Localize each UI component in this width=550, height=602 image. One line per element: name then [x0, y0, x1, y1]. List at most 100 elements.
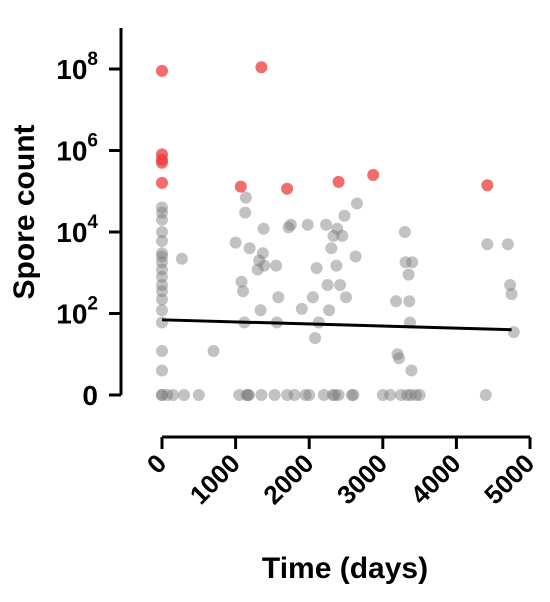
data-point	[272, 291, 285, 304]
data-point	[242, 389, 255, 401]
data-point	[156, 250, 168, 263]
data-point	[395, 389, 408, 401]
data-point	[334, 279, 347, 291]
data-point	[317, 389, 330, 401]
data-point	[281, 182, 294, 195]
y-tick-label: 106	[56, 131, 98, 167]
data-point	[312, 316, 325, 329]
data-point	[207, 345, 220, 357]
data-point	[332, 389, 345, 401]
trend-line	[161, 318, 512, 332]
data-point	[156, 279, 168, 291]
data-point	[156, 226, 168, 238]
data-point	[481, 179, 494, 192]
data-point	[479, 389, 492, 401]
data-point	[325, 242, 338, 255]
data-point	[192, 389, 205, 401]
x-tick-label: 1000	[184, 448, 246, 510]
data-point	[156, 201, 168, 214]
data-point	[402, 268, 415, 281]
data-point	[504, 279, 517, 291]
trend-layer	[161, 318, 512, 332]
data-point	[253, 254, 266, 267]
data-point	[336, 229, 349, 242]
data-point	[347, 389, 360, 401]
data-point	[156, 389, 168, 401]
data-point	[156, 213, 168, 226]
x-axis-label: Time (days)	[262, 552, 428, 585]
data-point	[284, 218, 297, 231]
y-tick-label: 0	[82, 380, 98, 411]
data-point	[255, 389, 268, 401]
data-point	[257, 222, 270, 235]
data-point	[301, 218, 314, 231]
data-point	[306, 291, 319, 304]
x-tick-label: 2000	[257, 448, 319, 510]
data-point	[229, 236, 242, 249]
data-point	[281, 389, 294, 401]
data-point	[338, 209, 351, 222]
data-point	[288, 389, 301, 401]
data-point	[161, 389, 174, 401]
data-point	[390, 295, 402, 308]
data-point	[156, 293, 168, 306]
data-point	[398, 226, 411, 238]
data-point	[501, 238, 514, 251]
data-point	[268, 389, 281, 401]
data-point	[505, 288, 518, 301]
data-point	[349, 250, 362, 263]
x-tick-label: 3000	[331, 448, 393, 510]
data-point	[345, 389, 358, 401]
x-tick-label: 0	[141, 448, 172, 479]
data-point	[255, 61, 268, 74]
data-point	[282, 221, 295, 234]
data-point	[399, 256, 412, 269]
data-point	[331, 222, 344, 235]
data-point	[351, 197, 363, 210]
data-point	[251, 263, 264, 276]
data-point	[237, 285, 249, 298]
data-point	[156, 389, 168, 401]
data-point	[242, 389, 255, 401]
data-point	[401, 389, 414, 401]
data-point	[376, 389, 389, 401]
data-point	[320, 218, 333, 231]
data-point	[239, 191, 252, 204]
data-point	[156, 156, 168, 169]
data-point	[413, 389, 426, 401]
axes-layer: 0 102 104 106 108 0 1000 2000 3000 4000 5000	[56, 28, 540, 510]
data-point	[156, 235, 168, 247]
data-point	[330, 259, 343, 272]
data-point	[326, 389, 339, 401]
x-tick-label: 4000	[405, 448, 467, 510]
data-point	[367, 169, 380, 181]
data-point	[404, 389, 417, 401]
y-tick-label: 104	[56, 212, 98, 248]
data-point	[327, 229, 340, 242]
data-point	[323, 304, 336, 317]
data-point	[156, 263, 168, 276]
data-point	[178, 389, 191, 401]
data-point	[156, 304, 168, 317]
y-tick-label: 108	[56, 49, 98, 85]
y-axis-label: Spore count	[8, 124, 41, 299]
data-point	[507, 326, 520, 339]
data-point	[156, 270, 168, 283]
data-point	[167, 389, 179, 401]
data-point	[403, 295, 416, 308]
data-point	[258, 259, 271, 272]
data-point	[156, 316, 168, 329]
data-point	[384, 389, 397, 401]
points-layer	[156, 61, 520, 401]
data-point	[295, 302, 308, 315]
data-point	[235, 275, 248, 288]
data-point	[393, 352, 405, 365]
data-point	[405, 364, 418, 377]
data-point	[270, 259, 283, 272]
data-point	[233, 389, 246, 401]
data-point	[243, 242, 256, 255]
data-point	[240, 389, 253, 401]
data-point	[309, 332, 322, 344]
data-point	[406, 256, 419, 269]
